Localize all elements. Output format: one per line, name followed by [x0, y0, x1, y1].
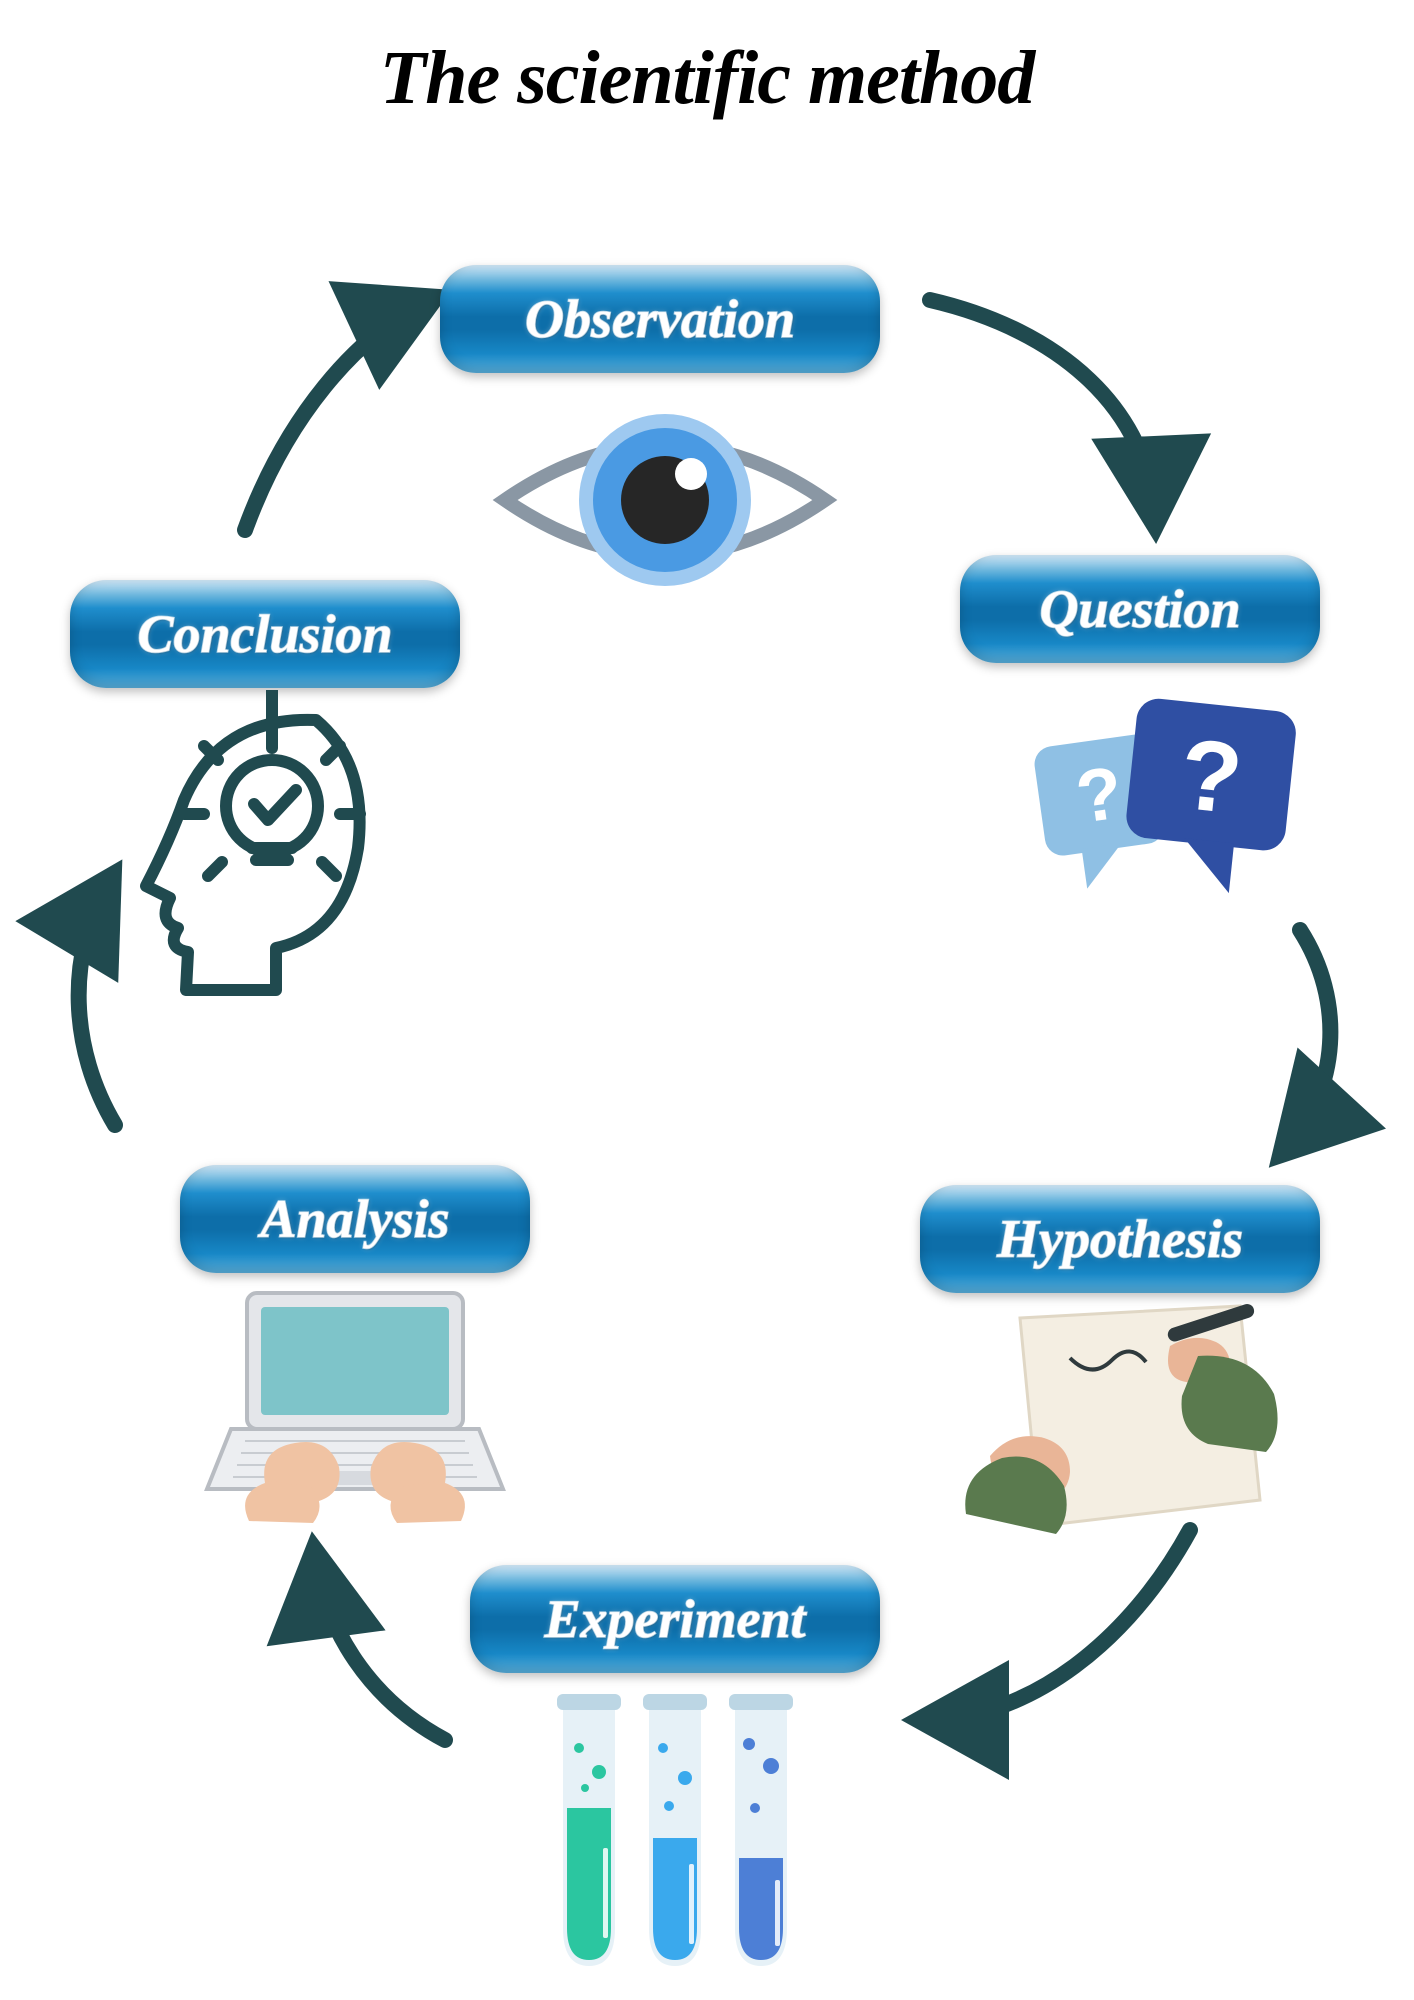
step-observation-pill: Observation — [440, 265, 880, 373]
step-analysis-label: Analysis — [260, 1188, 449, 1250]
step-experiment-label: Experiment — [544, 1588, 805, 1650]
writing-icon — [960, 1300, 1280, 1540]
arrow-hypothesis-to-experiment — [925, 1530, 1190, 1720]
step-hypothesis-pill: Hypothesis — [920, 1185, 1320, 1293]
step-experiment-pill: Experiment — [470, 1565, 880, 1673]
step-question-pill: Question — [960, 555, 1320, 663]
eye-icon — [485, 390, 845, 610]
laptop-icon — [195, 1285, 515, 1535]
step-conclusion-pill: Conclusion — [70, 580, 460, 688]
step-conclusion-label: Conclusion — [137, 603, 392, 665]
test-tubes-icon — [545, 1688, 805, 1978]
step-hypothesis-label: Hypothesis — [997, 1208, 1243, 1270]
arrow-question-to-hypothesis — [1285, 930, 1330, 1150]
arrow-observation-to-question — [930, 300, 1155, 520]
arrow-conclusion-to-observation — [245, 300, 430, 530]
arrow-experiment-to-analysis — [315, 1555, 445, 1740]
step-question-label: Question — [1039, 578, 1240, 640]
step-analysis-pill: Analysis — [180, 1165, 530, 1273]
svg-text:?: ? — [1175, 718, 1247, 836]
head-bulb-icon — [100, 690, 400, 1010]
step-observation-label: Observation — [525, 288, 795, 350]
question-bubbles-icon: ? ? — [1030, 690, 1300, 920]
